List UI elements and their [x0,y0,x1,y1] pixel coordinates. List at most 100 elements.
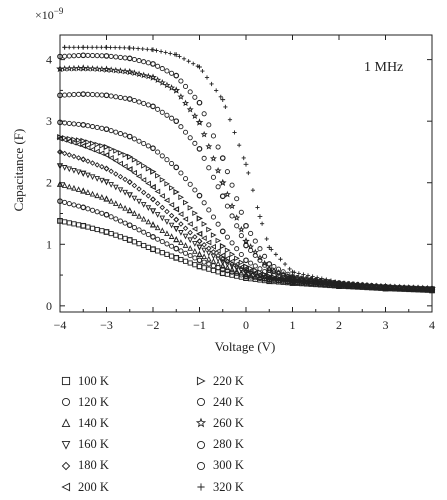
sweep-marker [117,173,124,180]
sweep-marker [154,48,159,53]
legend-marker-shape [196,461,206,470]
sweep-marker [187,229,193,236]
sweep-marker [98,65,106,73]
sweep-marker [108,182,114,188]
sweep-marker [145,143,151,149]
sweep-marker [350,281,356,287]
sweep-marker [145,193,152,199]
sweep-marker [80,170,87,177]
sweep-marker [192,94,198,100]
legend-marker [61,418,71,428]
sweep-marker [201,242,207,248]
sweep-marker [131,195,138,202]
sweep-marker [182,242,189,248]
sweep-marker [229,240,235,246]
sweep-marker [136,212,142,219]
legend-marker [196,376,206,386]
sweep-marker [370,282,375,288]
series-320k [62,44,435,292]
sweep-marker [310,274,315,279]
sweep-marker [126,207,133,213]
sweep-marker [373,283,379,289]
sweep-marker [164,68,170,74]
sweep-marker [75,169,82,176]
sweep-marker [388,284,393,289]
sweep-marker [168,222,175,229]
legend-item: 240 K [195,393,244,411]
sweep-marker [145,232,151,238]
sweep-marker [61,182,68,188]
legend-item: 300 K [195,457,244,475]
legend-marker-shape [61,482,71,492]
sweep-marker [319,276,324,281]
legend-item: 100 K [60,372,109,390]
legend-label: 260 K [213,415,244,430]
legend-marker-shape [196,398,206,407]
sweep-marker [131,182,138,189]
sweep-marker [173,206,179,213]
sweep-marker [164,251,170,257]
sweep-marker [206,165,212,171]
sweep-marker [94,162,100,168]
legend-label: 180 K [78,458,109,473]
sweep-marker [227,117,233,122]
sweep-marker [140,215,147,222]
sweep-marker [163,50,168,55]
sweep-marker [122,152,129,158]
legend-marker-shape [196,376,206,386]
sweep-marker [75,155,82,161]
sweep-marker [209,81,214,87]
sweep-marker [186,59,191,64]
sweep-marker [103,65,110,73]
sweep-marker [113,232,119,238]
sweep-marker [252,263,258,269]
sweep-marker [220,270,226,276]
legend-label: 200 K [78,479,109,494]
sweep-marker [242,237,250,245]
sweep-marker [206,261,212,267]
series-100k [57,218,435,294]
sweep-marker [411,285,416,290]
sweep-marker [155,63,161,69]
sweep-marker [66,166,73,173]
sweep-marker [62,199,68,205]
sweep-marker [62,92,68,98]
sweep-marker [112,200,119,206]
sweep-marker [121,67,129,75]
sweep-marker [187,253,193,259]
sweep-marker [178,257,184,263]
legend-label: 320 K [213,479,244,494]
sweep-marker [241,155,246,161]
sweep-marker [383,284,389,289]
sweep-marker [149,47,154,52]
legend-marker [195,418,207,428]
sweep-marker [206,245,212,252]
sweep-marker [61,165,68,171]
legend-label: 240 K [213,394,244,409]
sweep-marker [154,224,161,231]
sweep-marker [127,222,133,228]
sweep-marker [66,152,73,158]
sweep-marker [237,143,242,148]
sweep-marker [126,166,133,173]
sweep-marker [178,124,184,130]
sweep-marker [206,266,212,272]
sweep-marker [108,214,114,220]
sweep-marker [127,237,133,243]
sweep-marker [150,168,157,175]
sweep-marker [246,170,251,176]
sweep-marker [89,146,96,153]
sweep-marker [62,45,67,50]
sweep-marker [126,68,134,75]
sweep-marker [331,279,337,286]
sweep-marker [228,202,236,210]
sweep-marker [158,49,164,54]
sweep-marker [122,204,128,211]
sweep-marker [113,171,119,177]
sweep-marker [98,150,105,157]
legend-item: 120 K [60,393,109,411]
sweep-marker [108,93,114,99]
sweep-marker [131,46,136,51]
sweep-marker [117,202,124,209]
sweep-marker [169,243,175,249]
